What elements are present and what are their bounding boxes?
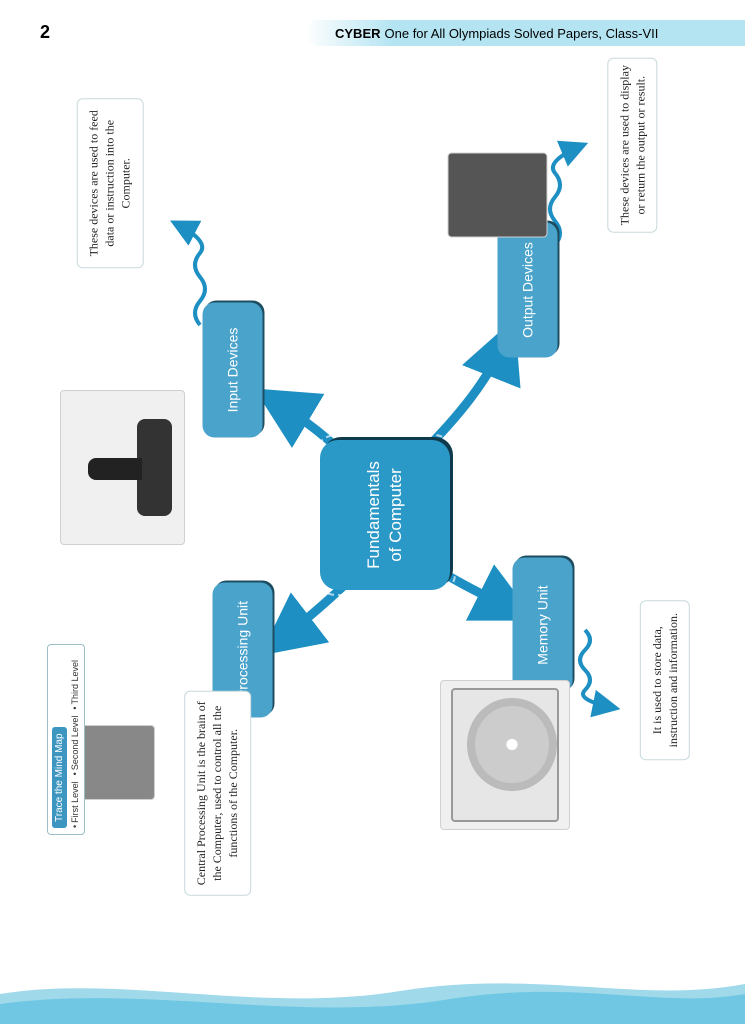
node-output-devices: Output Devices — [498, 223, 558, 358]
legend-l3: Third Level — [70, 660, 80, 705]
image-speakers — [448, 153, 548, 238]
desc-memory: It is used to store data, instruction an… — [640, 600, 690, 760]
legend-levels: • First Level • Second Level • Third Lev… — [70, 651, 80, 828]
header-brand: CYBER — [335, 26, 381, 41]
hub-fundamentals: Fundamentals of Computer — [320, 440, 450, 590]
legend-l2: Second Level — [70, 716, 80, 771]
desc-input: These devices are used to feed data or i… — [77, 98, 144, 268]
image-joystick — [60, 390, 185, 545]
hub-line2: of Computer — [385, 461, 407, 569]
header-banner: CYBER One for All Olympiads Solved Paper… — [305, 20, 745, 46]
mindmap-legend: Trace the Mind Map • First Level • Secon… — [47, 644, 85, 835]
desc-process: Central Processing Unit is the brain of … — [184, 691, 251, 896]
image-hard-disk — [440, 680, 570, 830]
legend-l1: First Level — [70, 781, 80, 823]
node-memory-unit: Memory Unit — [513, 558, 573, 693]
node-input-devices: Input Devices — [203, 303, 263, 438]
desc-output: These devices are used to display or ret… — [607, 58, 657, 233]
header-text: One for All Olympiads Solved Papers, Cla… — [385, 26, 659, 41]
footer-wave — [0, 969, 745, 1024]
hub-line1: Fundamentals — [363, 461, 385, 569]
page-number: 2 — [40, 22, 50, 43]
legend-title: Trace the Mind Map — [52, 727, 67, 828]
